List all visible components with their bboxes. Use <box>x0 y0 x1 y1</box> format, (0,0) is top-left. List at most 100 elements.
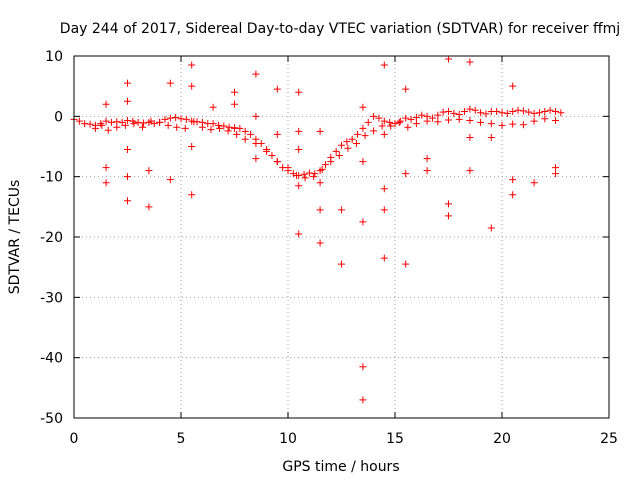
data-point <box>445 116 452 124</box>
data-point <box>263 147 271 155</box>
data-point <box>552 164 559 172</box>
data-point <box>359 218 367 226</box>
data-point <box>164 121 172 129</box>
x-tick-label: 0 <box>70 431 79 447</box>
data-point <box>190 118 198 126</box>
data-point <box>225 123 233 131</box>
data-point <box>252 139 260 147</box>
data-point <box>102 117 110 125</box>
data-point <box>404 123 412 131</box>
data-point <box>209 120 217 128</box>
series-secondary-tracks <box>91 115 559 182</box>
data-point <box>293 171 301 179</box>
data-point <box>541 115 549 123</box>
data-point <box>354 130 362 138</box>
data-point <box>214 121 222 129</box>
data-point <box>75 117 83 125</box>
data-point <box>418 111 426 119</box>
data-point <box>434 118 442 126</box>
data-point <box>91 124 99 132</box>
data-point <box>121 121 129 129</box>
data-point <box>316 239 324 247</box>
data-point <box>541 108 549 116</box>
data-point <box>402 260 410 268</box>
data-point <box>546 106 554 114</box>
data-point <box>335 152 343 160</box>
data-point <box>188 82 196 90</box>
data-point <box>295 146 303 154</box>
data-point <box>466 133 474 141</box>
data-point <box>102 164 110 172</box>
data-point <box>332 147 340 155</box>
data-point <box>124 197 131 205</box>
x-tick-label: 15 <box>386 431 404 447</box>
data-point <box>519 107 527 115</box>
data-point <box>173 123 181 131</box>
data-point <box>188 191 196 199</box>
data-point <box>181 124 189 132</box>
data-points-layer <box>70 55 565 404</box>
data-point <box>466 167 474 175</box>
data-point <box>445 200 452 208</box>
data-point <box>321 161 329 169</box>
data-point <box>273 158 281 166</box>
data-point <box>198 123 206 131</box>
data-point <box>295 230 303 238</box>
data-point <box>402 170 410 178</box>
data-point <box>396 117 404 125</box>
data-point <box>466 117 474 125</box>
data-point <box>455 115 463 123</box>
data-point <box>102 100 110 108</box>
data-point <box>461 108 469 116</box>
data-point <box>402 85 410 93</box>
data-point <box>124 117 131 125</box>
data-point <box>161 115 169 123</box>
data-point <box>530 179 538 187</box>
data-point <box>252 155 260 163</box>
data-point <box>284 164 292 172</box>
data-point <box>498 109 506 117</box>
data-point <box>231 100 238 108</box>
data-point <box>352 139 360 147</box>
data-point <box>380 61 388 69</box>
data-point <box>338 141 345 149</box>
data-point <box>378 122 386 130</box>
data-point <box>118 118 126 126</box>
y-tick-label: -20 <box>40 230 63 246</box>
data-point <box>487 133 495 141</box>
data-point <box>338 260 345 268</box>
y-tick-label: -50 <box>40 411 63 427</box>
data-point <box>138 123 146 131</box>
data-point <box>380 206 388 214</box>
data-point <box>445 108 452 116</box>
data-point <box>412 114 420 122</box>
data-point <box>344 144 352 152</box>
data-point <box>147 117 155 125</box>
data-point <box>450 109 458 117</box>
data-point <box>509 108 517 116</box>
data-point <box>134 118 142 126</box>
data-point <box>241 135 249 143</box>
y-tick-label: -40 <box>40 351 63 367</box>
data-point <box>86 120 94 128</box>
data-point <box>343 138 351 146</box>
data-point <box>509 82 517 90</box>
y-tick-label: -10 <box>40 170 63 186</box>
data-point <box>102 179 110 187</box>
data-point <box>359 158 367 166</box>
data-point <box>140 119 148 127</box>
data-point <box>273 85 281 93</box>
data-point <box>224 127 232 135</box>
data-point <box>233 130 241 138</box>
data-point <box>471 106 479 114</box>
data-point <box>466 58 474 66</box>
data-point <box>172 114 180 122</box>
data-point <box>216 124 224 132</box>
data-point <box>301 174 309 182</box>
series-outliers <box>102 55 559 404</box>
data-point <box>81 120 89 128</box>
data-point <box>177 115 185 123</box>
data-point <box>156 118 164 126</box>
data-point <box>104 126 112 134</box>
data-point <box>525 108 533 116</box>
